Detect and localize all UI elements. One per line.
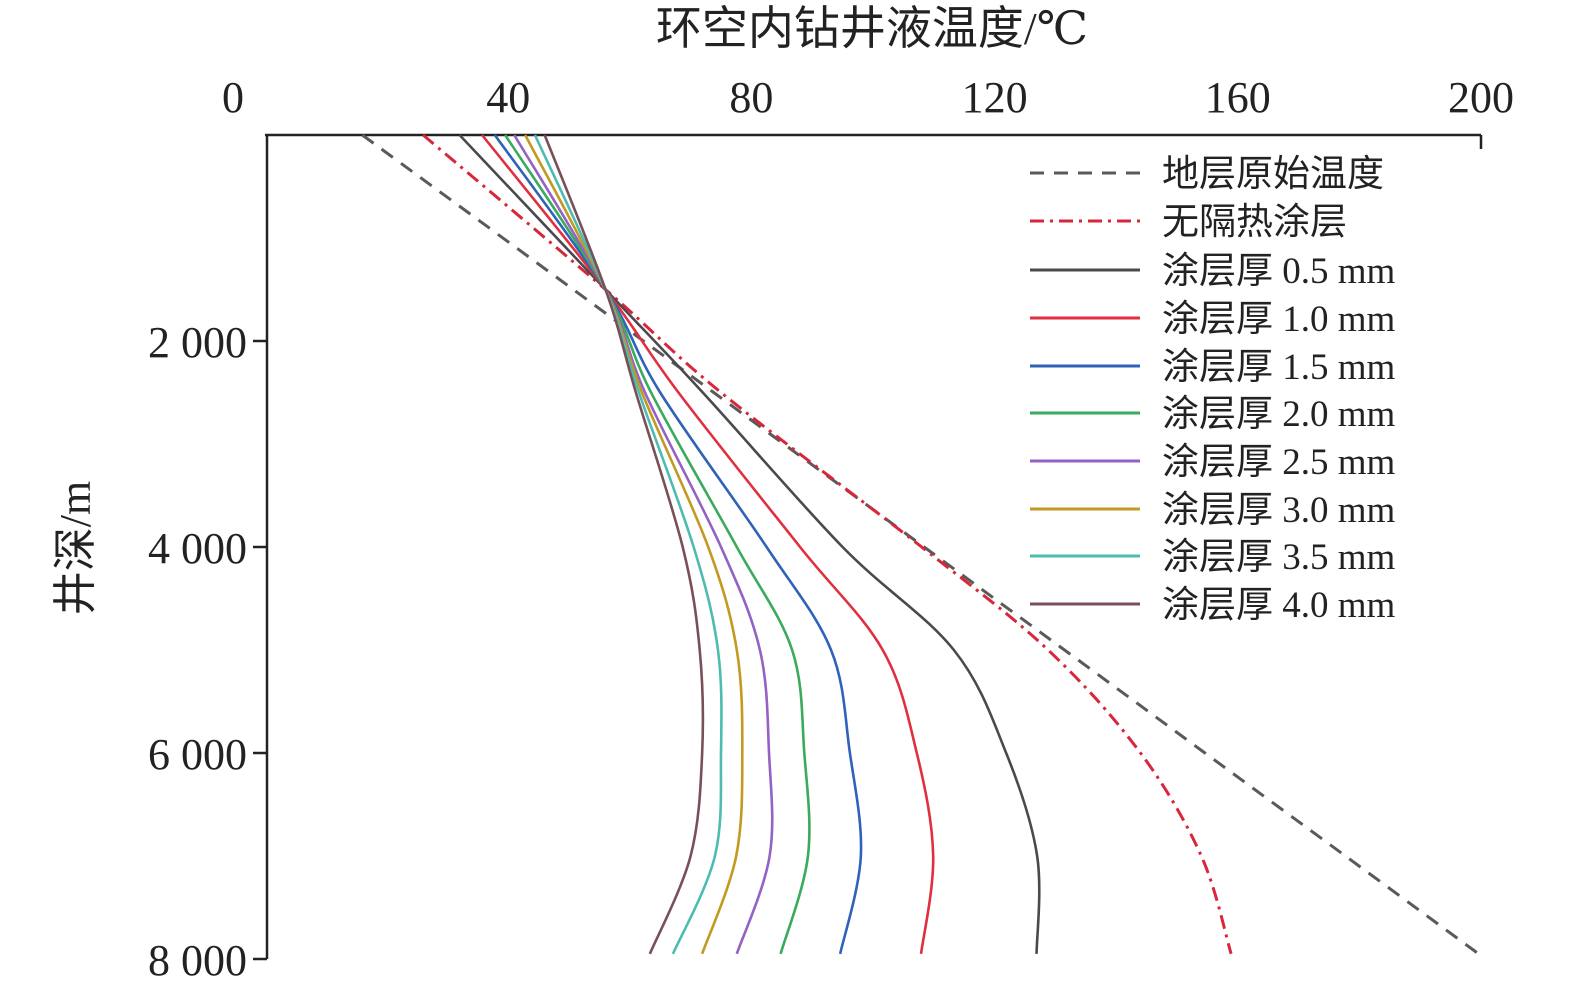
legend-label: 涂层厚 4.0 mm bbox=[1162, 584, 1396, 626]
series-line-1 bbox=[422, 133, 1233, 955]
series-line-0 bbox=[361, 133, 1480, 956]
y-tick-label: 4 000 bbox=[148, 524, 247, 573]
x-tick-label: 160 bbox=[1205, 73, 1271, 122]
legend-label: 涂层厚 1.0 mm bbox=[1162, 298, 1396, 340]
legend-label: 涂层厚 2.5 mm bbox=[1162, 441, 1396, 483]
x-tick-label: 120 bbox=[962, 73, 1028, 122]
legend-label: 涂层厚 1.5 mm bbox=[1162, 346, 1396, 388]
x-tick-label: 200 bbox=[1448, 73, 1514, 122]
legend-label: 涂层厚 0.5 mm bbox=[1162, 250, 1396, 292]
legend-label: 涂层厚 3.0 mm bbox=[1162, 489, 1396, 531]
y-axis-label: 井深/m bbox=[51, 481, 100, 615]
series-line-8 bbox=[533, 134, 723, 955]
y-tick-label: 2 000 bbox=[148, 318, 247, 367]
y-tick-label: 8 000 bbox=[148, 936, 247, 985]
series-line-9 bbox=[543, 134, 705, 955]
legend-label: 地层原始温度 bbox=[1162, 153, 1384, 195]
legend-label: 涂层厚 2.0 mm bbox=[1162, 393, 1396, 435]
legend-label: 涂层厚 3.5 mm bbox=[1162, 536, 1396, 578]
series-line-7 bbox=[524, 134, 744, 955]
series-line-4 bbox=[493, 134, 863, 955]
x-tick-label: 80 bbox=[729, 73, 773, 122]
x-tick-label: 0 bbox=[222, 73, 244, 122]
chart-title: 环空内钻井液温度/℃ bbox=[656, 3, 1088, 54]
series-group bbox=[361, 133, 1480, 956]
legend-label: 无隔热涂层 bbox=[1162, 201, 1347, 243]
series-line-6 bbox=[513, 134, 774, 955]
x-tick-label: 40 bbox=[486, 73, 530, 122]
y-tick-label: 6 000 bbox=[148, 730, 247, 779]
series-line-2 bbox=[458, 134, 1041, 954]
axes: 0 40 80 120 160 200 2 000 4 000 6 000 8 000 bbox=[148, 73, 1514, 985]
